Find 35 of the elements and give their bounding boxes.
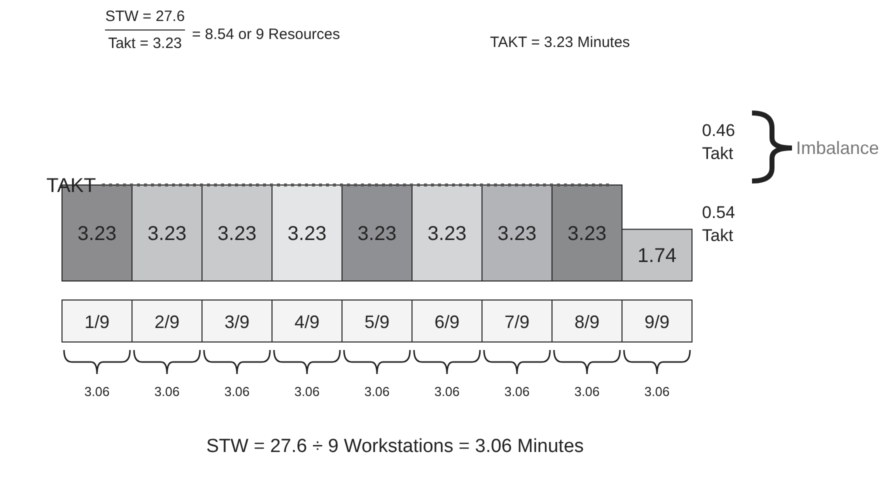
data-label: 3.23: [78, 223, 116, 245]
text: Takt = 3.23: [108, 35, 182, 52]
text: 3.06: [154, 384, 180, 399]
x-tick-label: 7/9: [504, 312, 530, 332]
x-tick-label: 6/9: [434, 312, 460, 332]
text: 3.06: [644, 384, 670, 399]
text: 0.54 Takt: [702, 203, 736, 245]
data-label: 3.23: [288, 223, 326, 245]
text: 3.06: [224, 384, 250, 399]
text: TAKT = 3.23 Minutes: [490, 34, 630, 51]
data-label: 3.23: [498, 223, 536, 245]
x-tick-label: 9/9: [644, 312, 670, 332]
data-label: 3.23: [358, 223, 396, 245]
data-label: 3.23: [218, 223, 256, 245]
x-tick-label: 2/9: [154, 312, 180, 332]
x-tick-label: 8/9: [574, 312, 600, 332]
text: Imbalance: [796, 138, 880, 158]
text: 3.06: [434, 384, 460, 399]
text: = 8.54 or 9 Resources: [192, 26, 340, 43]
text: 3.06: [574, 384, 600, 399]
data-label: 3.23: [428, 223, 466, 245]
text: 0.46 Takt: [702, 121, 736, 163]
x-tick-label: 3/9: [224, 312, 250, 332]
data-label: 3.23: [568, 223, 606, 245]
x-tick-label: 1/9: [84, 312, 110, 332]
text: 3.06: [84, 384, 110, 399]
data-label: 3.23: [148, 223, 186, 245]
x-tick-label: 4/9: [294, 312, 320, 332]
data-label: 1.74: [638, 245, 676, 268]
text: 3.06: [294, 384, 320, 399]
x-tick-label: 5/9: [364, 312, 390, 332]
text: 3.06: [364, 384, 390, 399]
text: STW = 27.6 ÷ 9 Workstations = 3.06 Minutes: [206, 436, 584, 457]
text: 3.06: [504, 384, 530, 399]
text: STW = 27.6: [105, 8, 185, 25]
